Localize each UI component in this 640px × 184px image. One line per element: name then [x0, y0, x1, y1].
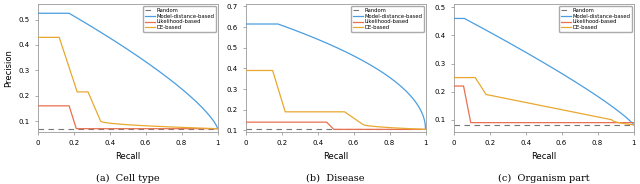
- Y-axis label: Precision: Precision: [4, 49, 13, 87]
- Text: (a)  Cell type: (a) Cell type: [96, 174, 159, 183]
- Legend: Random, Model-distance-based, Likelihood-based, DE-based: Random, Model-distance-based, Likelihood…: [351, 6, 424, 32]
- Text: (c)  Organism part: (c) Organism part: [498, 174, 589, 183]
- X-axis label: Recall: Recall: [323, 152, 348, 161]
- X-axis label: Recall: Recall: [115, 152, 140, 161]
- Legend: Random, Model-distance-based, Likelihood-based, DE-based: Random, Model-distance-based, Likelihood…: [559, 6, 632, 32]
- Text: (b)  Disease: (b) Disease: [307, 174, 365, 183]
- Legend: Random, Model-distance-based, Likelihood-based, DE-based: Random, Model-distance-based, Likelihood…: [143, 6, 216, 32]
- X-axis label: Recall: Recall: [531, 152, 556, 161]
